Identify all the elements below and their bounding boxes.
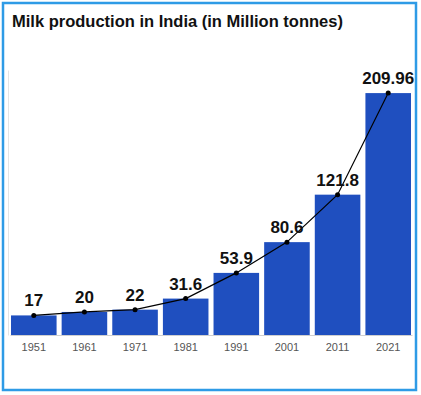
x-tick-label: 1971 (123, 341, 147, 353)
data-label: 209.96 (362, 69, 414, 88)
bar (163, 299, 209, 335)
data-label: 53.9 (220, 249, 253, 268)
x-tick: 2001 (275, 335, 299, 353)
x-tick-label: 1991 (224, 341, 248, 353)
frame (3, 3, 416, 390)
chart: Milk production in India (in Million ton… (0, 0, 421, 395)
bar (315, 195, 361, 335)
line (34, 93, 388, 315)
plot-area (11, 91, 411, 335)
x-tick-label: 2001 (275, 341, 299, 353)
x-tick-label: 1951 (22, 341, 46, 353)
title: Milk production in India (in Million ton… (12, 12, 343, 30)
line-marker (335, 192, 340, 197)
bar (264, 242, 310, 335)
x-tick: 1981 (173, 335, 197, 353)
data-label: 121.8 (316, 171, 359, 190)
x-tick: 1971 (123, 335, 147, 353)
x-tick: 1991 (224, 335, 248, 353)
x-tick: 2021 (376, 335, 400, 353)
data-labels: 17 20 22 31.6 53.9 80.6 121.8 209.96 (24, 69, 414, 310)
bar (112, 310, 158, 335)
data-label: 31.6 (169, 275, 202, 294)
bar (11, 315, 57, 335)
line-marker (234, 270, 239, 275)
x-axis: 1951 1961 1971 1981 1991 2001 2011 2021 (11, 335, 413, 353)
line-marker (284, 240, 289, 245)
x-axis-line (11, 335, 413, 336)
x-tick-label: 2021 (376, 341, 400, 353)
x-tick-label: 1981 (173, 341, 197, 353)
x-tick: 1951 (22, 335, 46, 353)
y-axis-line (8, 71, 9, 336)
line-marker (183, 296, 188, 301)
bar (365, 93, 411, 335)
line-marker (386, 91, 391, 96)
data-label: 22 (126, 286, 145, 305)
data-label: 80.6 (270, 218, 303, 237)
data-label: 17 (24, 291, 43, 310)
line-marker (82, 309, 87, 314)
x-tick-label: 2011 (326, 341, 350, 353)
bar (214, 273, 260, 335)
line-marker (31, 313, 36, 318)
x-tick: 1961 (72, 335, 96, 353)
bar (62, 312, 108, 335)
data-label: 20 (75, 288, 94, 307)
y-axis (8, 71, 9, 336)
x-tick: 2011 (326, 335, 350, 353)
x-tick-label: 1961 (72, 341, 96, 353)
line-marker (133, 307, 138, 312)
